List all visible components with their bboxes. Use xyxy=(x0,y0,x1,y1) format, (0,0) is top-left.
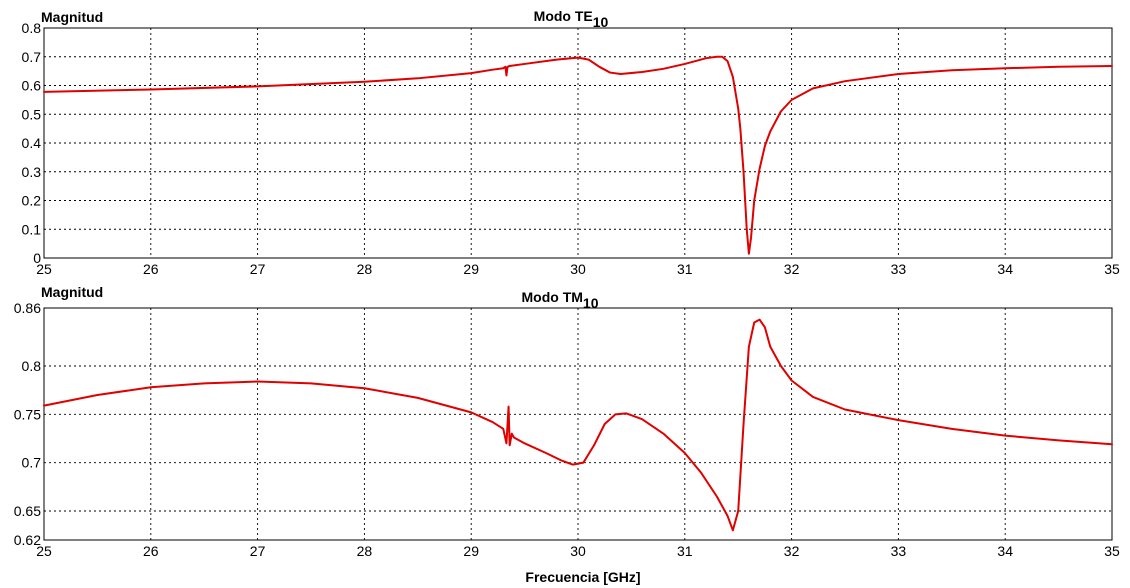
x-tick-label: 25 xyxy=(36,543,52,559)
chart-title: Modo TM10 xyxy=(522,289,599,311)
series xyxy=(43,318,1113,532)
series-line xyxy=(43,318,1113,532)
x-tick-label: 26 xyxy=(143,543,159,559)
y-tick-labels: 0.62 0.65 0.7 0.75 0.8 0.86 xyxy=(14,300,41,548)
x-tick-labels: 25 26 27 28 29 30 31 32 33 34 35 xyxy=(36,543,1120,559)
x-tick-label: 30 xyxy=(570,261,586,277)
grid xyxy=(44,28,1112,258)
y-tick-label: 0.6 xyxy=(22,78,42,94)
series-line xyxy=(43,55,1113,255)
y-tick-label: 0 xyxy=(33,250,41,266)
y-tick-label: 0.62 xyxy=(14,532,41,548)
y-axis-label: Magnitud xyxy=(41,9,103,25)
chart-title: Modo TE10 xyxy=(534,8,609,30)
y-tick-label: 0.65 xyxy=(14,503,41,519)
y-tick-label: 0.3 xyxy=(22,164,42,180)
x-tick-label: 31 xyxy=(677,261,693,277)
y-tick-label: 0.86 xyxy=(14,300,41,316)
x-tick-label: 25 xyxy=(36,261,52,277)
x-tick-label: 31 xyxy=(677,543,693,559)
y-tick-label: 0.8 xyxy=(22,358,42,374)
x-tick-label: 28 xyxy=(357,261,373,277)
y-tick-label: 0.4 xyxy=(22,135,42,151)
y-tick-label: 0.5 xyxy=(22,106,42,122)
x-tick-label: 30 xyxy=(570,543,586,559)
series xyxy=(43,55,1113,255)
x-tick-label: 26 xyxy=(143,261,159,277)
x-tick-labels: 25 26 27 28 29 30 31 32 33 34 35 xyxy=(36,261,1120,277)
y-tick-label: 0.1 xyxy=(22,221,42,237)
x-tick-label: 34 xyxy=(997,543,1013,559)
plot-frame xyxy=(43,27,1113,259)
x-tick-label: 35 xyxy=(1104,543,1120,559)
x-tick-label: 28 xyxy=(357,543,373,559)
x-tick-label: 34 xyxy=(997,261,1013,277)
x-tick-label: 29 xyxy=(463,543,479,559)
x-tick-label: 33 xyxy=(891,261,907,277)
y-tick-label: 0.2 xyxy=(22,193,42,209)
x-tick-label: 32 xyxy=(784,543,800,559)
y-tick-labels: 0 0.1 0.2 0.3 0.4 0.5 0.6 0.7 0.8 xyxy=(22,20,42,266)
y-axis-label: Magnitud xyxy=(41,284,103,300)
x-tick-label: 32 xyxy=(784,261,800,277)
x-tick-label: 27 xyxy=(250,261,266,277)
x-axis-label: Frecuencia [GHz] xyxy=(525,569,640,585)
x-tick-label: 29 xyxy=(463,261,479,277)
y-tick-label: 0.8 xyxy=(22,20,42,36)
y-tick-label: 0.75 xyxy=(14,406,41,422)
y-tick-label: 0.7 xyxy=(22,455,42,471)
x-tick-label: 35 xyxy=(1104,261,1120,277)
x-tick-label: 33 xyxy=(891,543,907,559)
chart-te10: Modo TE10 Magnitud 25 26 27 28 29 30 31 32 33 34 3… xyxy=(22,8,1120,277)
chart-tm10: Modo TM10 Magnitud 25 26 27 28 29 30 31 32 33 34 3… xyxy=(14,284,1120,585)
x-tick-label: 27 xyxy=(250,543,266,559)
plot-frame xyxy=(43,307,1113,541)
y-tick-label: 0.7 xyxy=(22,49,42,65)
grid xyxy=(44,308,1112,540)
